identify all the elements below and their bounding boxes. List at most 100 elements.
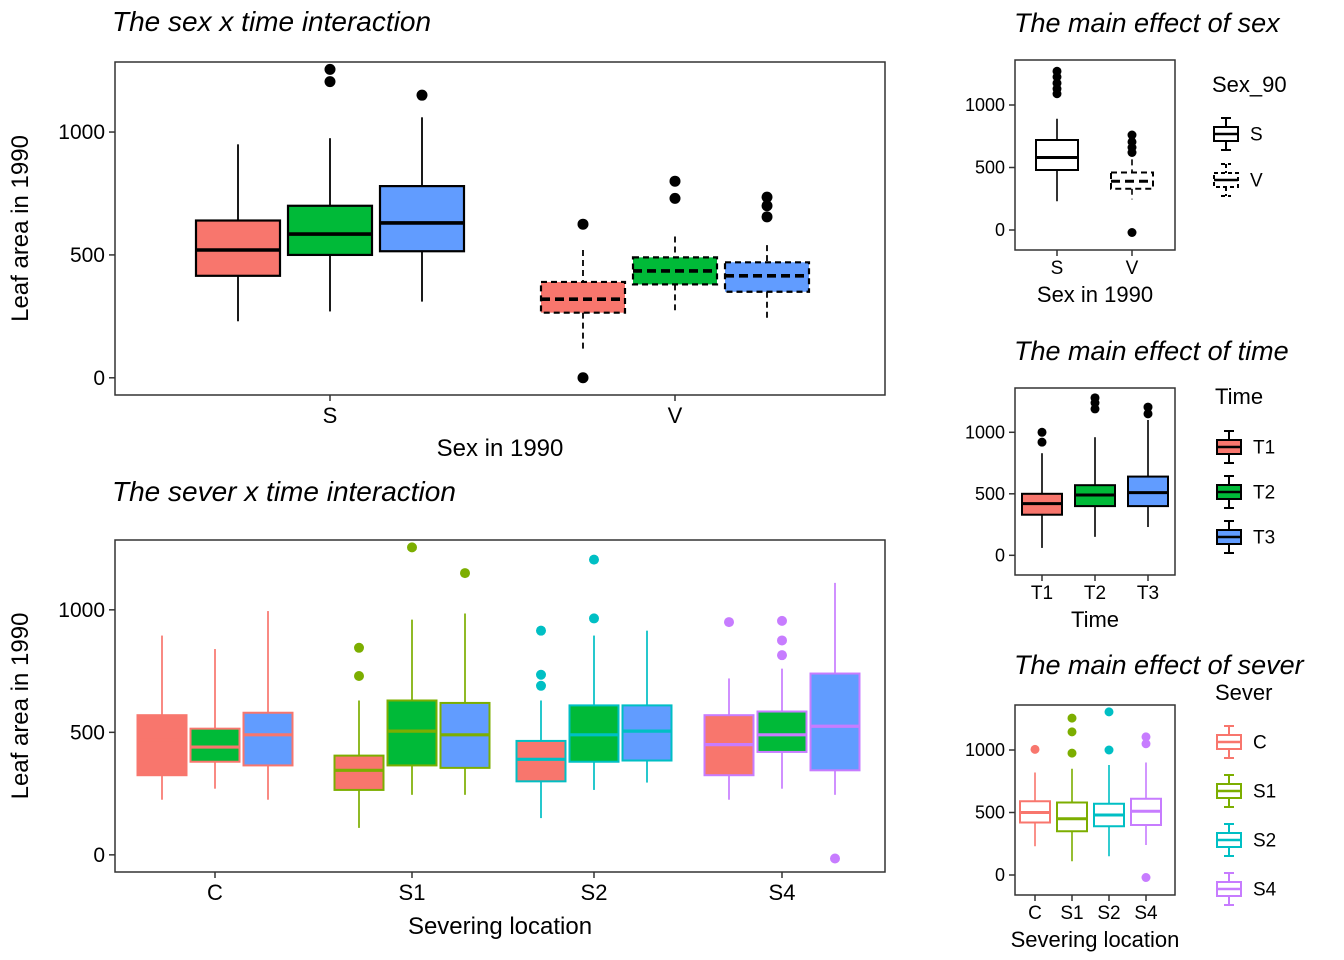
box (539, 280, 627, 314)
y-tick-label: 500 (975, 803, 1005, 823)
box (189, 727, 241, 763)
outlier-point (1141, 732, 1151, 742)
x-category-label: T2 (1084, 583, 1106, 604)
legend-label: V (1250, 170, 1263, 191)
outlier-point (416, 89, 428, 101)
x-category-label: S (1051, 258, 1064, 279)
x-axis-title: Severing location (408, 913, 592, 940)
box (242, 711, 294, 767)
outlier-point (460, 568, 470, 579)
legend-label: S1 (1253, 781, 1276, 802)
outlier-point (324, 76, 336, 88)
outlier-point (761, 191, 773, 203)
y-tick-label: 0 (995, 545, 1005, 565)
x-category-label: S1 (1060, 903, 1083, 924)
x-category-label: S1 (399, 880, 426, 905)
outlier-point (1143, 402, 1153, 412)
outlier-point (777, 650, 787, 661)
outlier-point (1067, 748, 1077, 758)
box (1056, 801, 1088, 833)
y-tick-label: 500 (975, 158, 1005, 178)
x-category-label: T3 (1137, 583, 1159, 604)
outlier-point (1141, 739, 1151, 749)
outlier-point (1090, 404, 1100, 414)
legend-title: Sever (1215, 680, 1272, 705)
y-tick-label: 0 (995, 865, 1005, 885)
legend-label: S4 (1253, 879, 1277, 900)
outlier-point (536, 680, 546, 691)
box (1035, 139, 1079, 171)
outlier-point (577, 372, 589, 384)
x-axis-title: Sex in 1990 (1037, 282, 1153, 307)
sex-time-plot-title: The sex x time interaction (112, 6, 432, 37)
y-tick-label: 1000 (58, 121, 105, 144)
box (378, 185, 466, 253)
box (333, 754, 385, 791)
y-tick-label: 0 (93, 844, 105, 867)
x-category-label: S2 (1097, 903, 1120, 924)
box (286, 204, 374, 257)
y-tick-label: 1000 (965, 95, 1005, 115)
outlier-point (1143, 409, 1153, 419)
x-axis-title: Sex in 1990 (437, 435, 564, 462)
sex-main-effect-chart: 0 500 1000 S V Sex in 1990 Sex_90 S V (965, 59, 1287, 307)
sex-time-interaction-chart: 0 500 1000 S V Sex in 1990 Leaf area in 1990 (7, 61, 886, 462)
y-tick-label: 1000 (58, 599, 105, 622)
outlier-point (589, 554, 599, 565)
legend-label: S (1250, 124, 1263, 145)
x-category-label: S2 (581, 880, 608, 905)
x-category-label: V (1126, 258, 1139, 279)
y-tick-label: 1000 (965, 422, 1005, 442)
outlier-point (1067, 727, 1077, 737)
time-main-plot-title: The main effect of time (1014, 336, 1289, 366)
legend-label: T1 (1253, 437, 1275, 458)
legend-label: C (1253, 732, 1267, 753)
legend-label: T3 (1253, 527, 1275, 548)
outlier-point (1037, 437, 1047, 447)
outlier-point (536, 669, 546, 680)
outlier-point (1030, 744, 1040, 754)
outlier-point (1090, 393, 1100, 403)
x-category-label: S4 (1134, 903, 1158, 924)
outlier-point (1127, 228, 1137, 237)
outlier-point (577, 218, 589, 230)
sever-main-effect-chart: 0 500 1000 C S1 S2 S4 Severing location Sever C S1… (965, 680, 1277, 952)
outlier-point (1127, 130, 1137, 140)
box (756, 710, 808, 753)
outlier-point (777, 615, 787, 626)
outlier-point (724, 617, 734, 628)
box (809, 672, 861, 772)
outlier-point (669, 175, 681, 187)
outlier-point (589, 613, 599, 624)
outlier-point (830, 853, 840, 864)
x-axis-title: Time (1071, 607, 1119, 632)
legend-label: S2 (1253, 830, 1276, 851)
outlier-point (1104, 745, 1114, 755)
outlier-point (407, 542, 417, 553)
y-tick-label: 0 (93, 367, 105, 390)
y-axis-title: Leaf area in 1990 (7, 613, 34, 800)
time-main-effect-chart: 0 500 1000 T1 T2 T3 Time Time T1 T2 T3 (965, 384, 1275, 632)
panel (114, 539, 886, 873)
outlier-point (1067, 713, 1077, 723)
outlier-point (1052, 66, 1062, 76)
outlier-point (536, 625, 546, 636)
y-tick-label: 0 (995, 220, 1005, 240)
outlier-point (761, 211, 773, 223)
box (136, 714, 188, 777)
legend-title: Sex_90 (1212, 72, 1287, 97)
x-axis-title: Severing location (1011, 927, 1180, 952)
outlier-point (354, 670, 364, 681)
box (621, 704, 673, 762)
outlier-point (1127, 137, 1137, 147)
outlier-point (324, 63, 336, 75)
sex-main-plot-title: The main effect of sex (1014, 8, 1280, 38)
outlier-point (761, 200, 773, 212)
x-category-label: V (668, 403, 683, 428)
box (194, 219, 282, 277)
box (515, 739, 567, 783)
y-tick-label: 500 (975, 484, 1005, 504)
sever-main-plot-title: The main effect of sever (1014, 650, 1304, 680)
y-tick-label: 500 (70, 244, 105, 267)
legend-title: Time (1215, 384, 1263, 409)
